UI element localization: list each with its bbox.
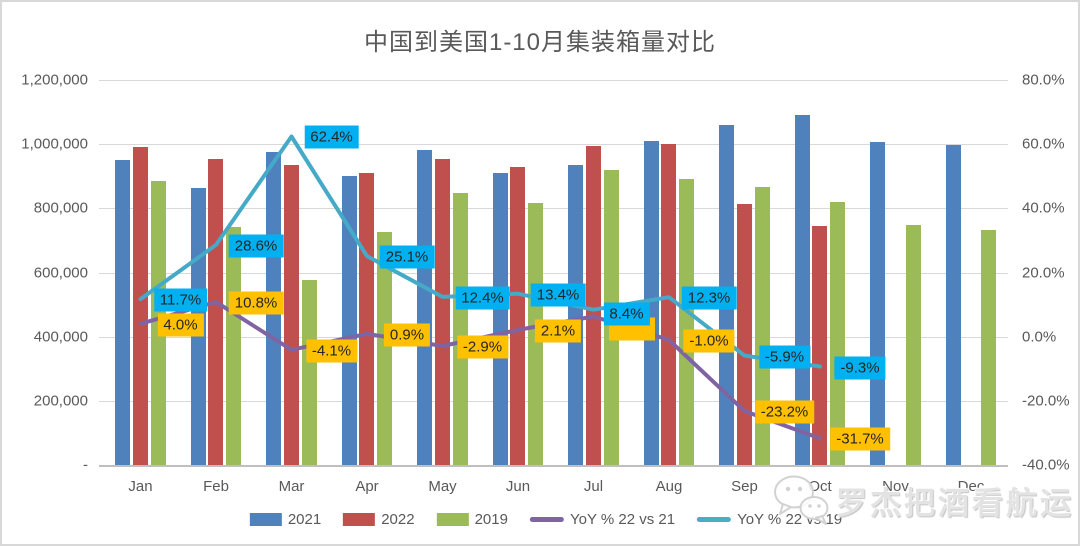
y-axis-right-label: 0.0% [1022,328,1057,346]
bar-2019-feb [226,226,241,465]
y-axis-left-label: 800,000 [33,199,88,217]
legend-line-swatch [529,517,564,522]
bar-2021-apr [341,175,357,465]
month-label-dec: Dec [957,478,985,495]
bar-2022-mar [283,165,299,465]
y-axis-right-label: 20.0% [1022,264,1065,281]
data-label-yoy-22-vs-21-oct: -31.7% [830,427,890,451]
bar-2021-dec [945,145,961,465]
bar-2022-apr [359,173,375,465]
month-label-aug: Aug [655,478,683,495]
legend: 2021 2022 2019 YoY % 22 vs 21 YoY % 22 vs 19 [249,511,842,528]
bar-2022-may [434,159,450,465]
legend-bar-swatch [436,513,469,526]
bar-2019-aug [679,179,694,465]
y-axis-right-label: 80.0% [1022,71,1065,89]
month-label-jan: Jan [128,478,153,495]
data-label-yoy-22-vs-19-sep: -5.9% [758,345,811,369]
legend-item-2019: 2019 [436,511,508,528]
bar-2021-may [417,150,433,465]
data-label-yoy-22-vs-21-may: -2.9% [456,335,509,359]
data-label-yoy-22-vs-21-aug: -1.0% [683,329,735,353]
month-label-oct: Oct [808,478,832,495]
y-axis-right-label: 60.0% [1022,135,1065,153]
line-yoy-22-vs-21 [138,300,822,441]
legend-bar-swatch [343,513,376,526]
bar-2019-nov [905,225,921,465]
data-label-yoy-22-vs-19-jan: 11.7% [153,288,208,312]
watermark-text: 罗杰把酒看航运 [836,485,1074,521]
y-axis-left-label: - [83,456,88,474]
y-axis-right-label: -20.0% [1022,392,1070,410]
bar-2019-dec [981,230,996,465]
y-axis-right-label: 40.0% [1022,199,1065,217]
bar-2019-mar [301,280,317,465]
bar-2022-sep [736,203,752,465]
chart-title: 中国到美国1-10月集装箱量对比 [363,29,717,56]
watermark: 罗杰把酒看航运 [770,472,1074,528]
legend-bar-swatch [249,513,282,526]
legend-label: 2021 [287,511,322,528]
y-axis-right-label: -40.0% [1022,456,1070,474]
data-label-yoy-22-vs-19-jul: 8.4% [603,302,650,326]
data-label-yoy-22-vs-19-apr: 25.1% [379,245,435,269]
y-axis-left-label: 1,000,000 [21,135,88,153]
legend-label: YoY % 22 vs 21 [569,511,676,528]
bar-2021-jul [568,164,584,465]
data-label-yoy-22-vs-19-mar: 62.4% [304,125,359,149]
bar-2022-aug [661,144,677,465]
legend-item-2021: 2021 [249,511,322,528]
data-label-yoy-22-vs-21-mar: -4.1% [305,339,358,363]
data-label-yoy-22-vs-21-jun: 2.1% [534,319,582,343]
month-label-feb: Feb [203,478,229,495]
bar-2019-may [452,192,468,465]
bar-2021-nov [870,141,886,465]
data-label-yoy-22-vs-19-aug: 12.3% [681,286,737,310]
legend-label: 2022 [381,511,415,528]
data-label-yoy-22-vs-21-apr: 0.9% [383,323,431,347]
data-label-yoy-22-vs-21-feb: 10.8% [228,291,284,315]
legend-line-swatch [697,517,732,522]
x-axis-line [99,465,1008,467]
legend-item-2022: 2022 [343,511,415,528]
y-axis-left-label: 1,200,000 [21,71,88,89]
bar-2021-jun [492,173,508,465]
y-axis-left-label: 600,000 [33,264,88,281]
bar-2022-jan [132,147,148,465]
month-label-sep: Sep [731,478,758,495]
month-label-mar: Mar [278,478,305,495]
data-label-yoy-22-vs-19-jun: 13.4% [530,283,586,307]
month-label-jun: Jun [505,478,531,495]
month-label-nov: Nov [882,478,909,495]
bar-2022-jun [510,167,526,465]
legend-item-yoy-22-vs-21: YoY % 22 vs 21 [529,511,676,528]
y-axis-left-label: 200,000 [33,392,88,410]
data-label-yoy-22-vs-21-jan: 4.0% [157,313,204,337]
data-label-yoy-22-vs-19-may: 12.4% [455,286,510,310]
wechat-icon [774,475,829,525]
month-label-apr: Apr [355,478,379,495]
bar-2021-jan [115,159,131,465]
legend-label: 2019 [474,511,508,528]
bar-2019-oct [830,201,845,465]
bar-2022-jul [585,145,601,465]
grid-line [99,80,1008,81]
data-label-yoy-22-vs-21-sep: -23.2% [754,400,815,424]
bar-2022-oct [812,225,828,465]
y-axis-left-label: 400,000 [33,328,88,346]
month-label-jul: Jul [583,478,604,495]
data-label-yoy-22-vs-19-oct: -9.3% [834,356,886,379]
bar-2022-feb [208,158,224,465]
data-label-yoy-22-vs-19-feb: 28.6% [228,234,284,258]
month-label-may: May [428,478,457,495]
